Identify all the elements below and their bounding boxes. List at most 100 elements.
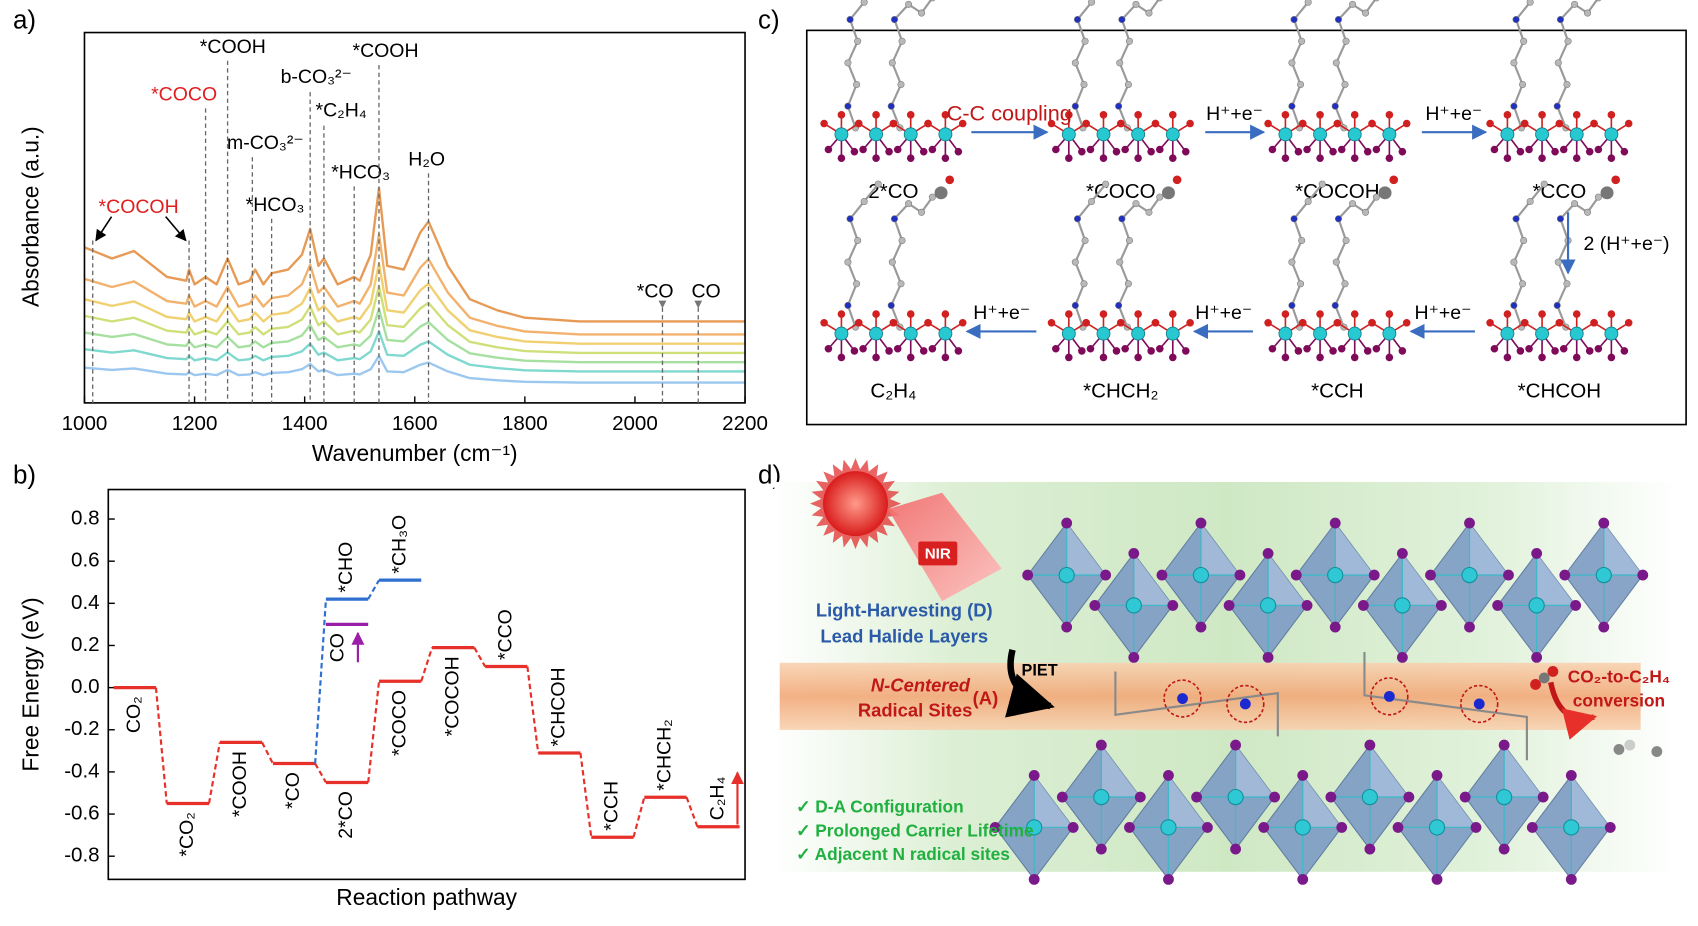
lead-atom xyxy=(1259,597,1277,614)
acceptor-label: Radical Sites xyxy=(858,699,972,720)
spectrum-line xyxy=(84,307,746,364)
product-label: conversion xyxy=(1573,690,1665,710)
halide-atom xyxy=(1565,770,1577,781)
panel-label: b) xyxy=(13,459,36,489)
halide-atom xyxy=(1163,873,1174,885)
halide-atom xyxy=(1297,770,1309,781)
y-tick-label: -0.8 xyxy=(64,844,99,867)
halide-atom xyxy=(1290,569,1302,581)
halide-atom xyxy=(1028,873,1040,885)
connector xyxy=(367,681,381,783)
x-tick-label: 2000 xyxy=(612,412,658,435)
halide-atom xyxy=(1329,621,1341,633)
halide-atom xyxy=(1195,621,1207,633)
halide-atom xyxy=(1195,517,1207,529)
annotation-label: *HCO₃ xyxy=(331,161,390,183)
connector xyxy=(473,647,487,668)
molecule-atom xyxy=(1624,739,1636,751)
level-label: *CCO xyxy=(494,609,516,660)
connector xyxy=(526,666,540,754)
halide-atom xyxy=(1163,770,1174,781)
donor-label: Light-Harvesting (D) xyxy=(816,600,993,621)
octahedron-face xyxy=(1133,553,1173,606)
annotation-label: *C₂H₄ xyxy=(315,100,366,122)
y-tick-label: -0.6 xyxy=(64,801,99,824)
halide-atom xyxy=(1124,821,1135,833)
halide-atom xyxy=(1262,651,1274,663)
annotation-label: *HCO₃ xyxy=(246,194,305,216)
connector xyxy=(685,796,699,828)
halide-atom xyxy=(1492,599,1504,611)
halide-atom xyxy=(1095,843,1107,855)
connector xyxy=(154,687,168,804)
halide-atom xyxy=(1167,599,1179,611)
lead-atom xyxy=(1227,788,1244,806)
halide-atom xyxy=(1425,569,1436,581)
radical-halo xyxy=(1370,677,1409,716)
lead-atom xyxy=(1496,788,1513,806)
halide-atom xyxy=(1431,873,1443,885)
lead-atom xyxy=(1125,597,1142,614)
halide-atom xyxy=(1202,821,1213,833)
radical-halo xyxy=(1460,684,1499,724)
lead-atom xyxy=(1160,819,1177,836)
halide-atom xyxy=(1061,517,1073,529)
connector xyxy=(314,599,328,764)
acceptor-label: N-Centered xyxy=(871,674,971,695)
annotation-label: H₂O xyxy=(408,148,445,170)
structure xyxy=(819,0,968,164)
halide-atom xyxy=(1191,791,1203,803)
halide-atom xyxy=(1056,791,1068,803)
lead-atom xyxy=(1528,597,1545,614)
nir-badge xyxy=(918,541,958,566)
lead-atom xyxy=(1563,819,1580,836)
lead-atom xyxy=(1294,819,1311,836)
lead-atom xyxy=(1026,819,1043,836)
product-label: CO₂-to-C₂H₄ xyxy=(1568,667,1670,687)
molecule-atom xyxy=(1547,666,1559,677)
structure xyxy=(1485,174,1634,363)
feature-label: ✓ D-A Configuration xyxy=(796,796,964,816)
halide-atom xyxy=(1435,599,1447,611)
halide-atom xyxy=(1559,569,1571,581)
level-label: CO₂ xyxy=(123,696,145,733)
halide-atom xyxy=(1570,599,1582,611)
nitrogen-atom xyxy=(1177,693,1188,704)
acceptor-band xyxy=(779,662,1641,730)
halide-atom xyxy=(1431,770,1443,781)
spectrum-line xyxy=(84,186,746,323)
nitrogen-atom xyxy=(1239,698,1251,710)
y-axis-title: Free Energy (eV) xyxy=(17,597,43,771)
halide-atom xyxy=(989,821,1001,833)
halide-atom xyxy=(1470,821,1482,833)
halide-atom xyxy=(1329,517,1341,529)
halide-atom xyxy=(1526,821,1538,833)
spectrum-line xyxy=(84,262,746,345)
halide-atom xyxy=(1262,548,1274,559)
structure xyxy=(1263,174,1412,363)
annotation-label: *COOH xyxy=(352,40,418,62)
y-tick-label: 0.2 xyxy=(71,633,100,656)
x-tick-label: 1800 xyxy=(502,412,548,435)
structure xyxy=(1263,0,1412,164)
halide-atom xyxy=(1598,517,1610,529)
species-label: *COCO xyxy=(1086,180,1156,203)
halide-atom xyxy=(1357,599,1369,611)
connector xyxy=(579,752,593,838)
level-label: *CCH xyxy=(601,781,623,831)
spectrum-line xyxy=(84,330,746,373)
halide-atom xyxy=(1269,791,1280,803)
octahedron-face xyxy=(1168,775,1208,828)
species-label: *CHCH₂ xyxy=(1083,380,1158,403)
nitrogen-atom xyxy=(1383,690,1395,702)
halide-atom xyxy=(1531,651,1543,663)
halide-atom xyxy=(1301,599,1313,611)
species-label: C₂H₄ xyxy=(870,380,916,403)
halide-atom xyxy=(1089,599,1101,611)
octahedron-face xyxy=(1066,523,1106,576)
lead-atom xyxy=(1394,597,1411,614)
annotation-arrow xyxy=(165,216,187,242)
step-label: H⁺+e⁻ xyxy=(1206,103,1263,125)
